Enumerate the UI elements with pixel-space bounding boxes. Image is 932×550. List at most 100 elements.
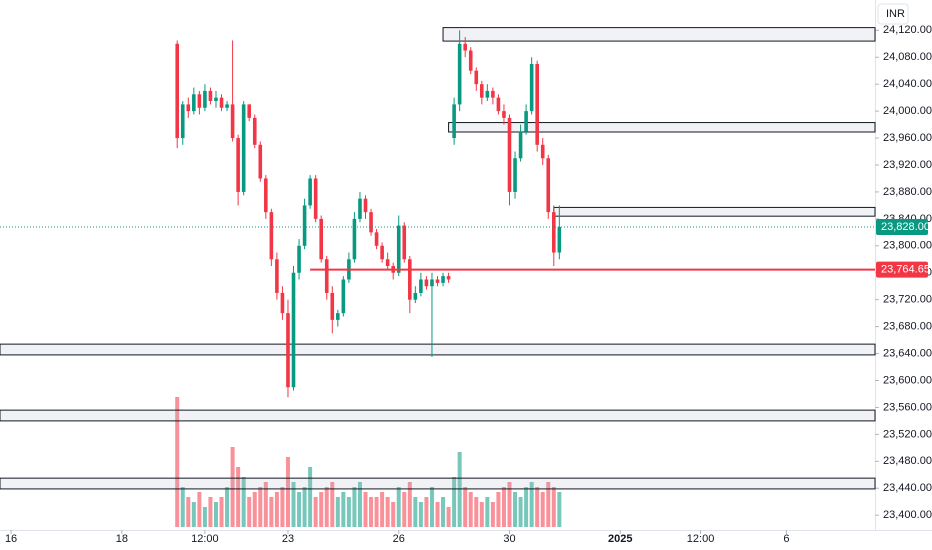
x-tick-label: 12:00 xyxy=(191,533,219,545)
candle-body xyxy=(219,97,224,108)
candle-body xyxy=(324,259,329,293)
volume-bar xyxy=(330,482,335,527)
candle-body xyxy=(319,218,324,260)
volume-bar xyxy=(335,497,340,527)
candle-body xyxy=(546,158,551,213)
volume-bar xyxy=(285,457,290,527)
candle-body xyxy=(402,225,407,260)
zone xyxy=(0,343,876,356)
volume-bar xyxy=(452,477,457,527)
candle-body xyxy=(507,117,512,192)
zone xyxy=(448,122,876,133)
volume-bar xyxy=(324,487,329,527)
volume-bar xyxy=(385,497,390,527)
y-tick-label: 23,440.00 xyxy=(883,482,932,494)
candle-body xyxy=(352,218,357,260)
volume-bar xyxy=(490,502,495,527)
candle-body xyxy=(491,90,495,98)
candle-body xyxy=(286,313,290,388)
volume-bar xyxy=(291,482,296,527)
volume-bar xyxy=(208,497,213,527)
volume-bar xyxy=(463,487,468,527)
candle-body xyxy=(419,279,423,293)
candle-body xyxy=(197,94,202,108)
candle-body xyxy=(225,104,229,108)
candle-body xyxy=(396,225,401,273)
volume-bar xyxy=(202,507,207,527)
volume-bar xyxy=(396,487,401,527)
candle-body xyxy=(341,279,346,314)
candle-body xyxy=(297,245,301,273)
candle-body xyxy=(241,104,246,192)
volume-bar xyxy=(496,492,501,527)
candle-body xyxy=(380,245,384,260)
volume-bar xyxy=(402,492,407,527)
volume-bar xyxy=(457,452,462,527)
y-tick-label: 24,000.00 xyxy=(883,105,932,117)
zone xyxy=(0,409,876,422)
candle-body xyxy=(480,84,484,98)
volume-bar xyxy=(180,487,185,527)
x-tick-label: 30 xyxy=(503,533,515,545)
volume-bar xyxy=(352,487,357,527)
y-tick-label: 23,520.00 xyxy=(883,428,932,440)
volume-bar xyxy=(247,497,252,527)
volume-bar xyxy=(219,497,224,527)
y-tick-label: 23,960.00 xyxy=(883,132,932,144)
y-tick-label: 23,680.00 xyxy=(883,321,932,333)
candle-body xyxy=(280,292,285,314)
volume-bar xyxy=(540,492,545,527)
volume-bar xyxy=(274,492,279,527)
zone xyxy=(553,206,876,217)
volume-bar xyxy=(479,502,484,527)
volume-bar xyxy=(518,497,523,527)
price-label: 23,764.65 xyxy=(881,264,930,276)
volume-bar xyxy=(341,492,346,527)
y-tick-label: 23,920.00 xyxy=(883,159,932,171)
candle-body xyxy=(291,272,296,388)
candle-body xyxy=(236,138,240,192)
volume-bar xyxy=(269,497,274,527)
candle-body xyxy=(308,178,312,206)
candle-body xyxy=(252,117,257,145)
y-tick-label: 24,120.00 xyxy=(883,24,932,36)
volume-bar xyxy=(313,497,318,527)
candle-body xyxy=(496,97,501,112)
volume-bar xyxy=(557,492,562,527)
volume-bar xyxy=(175,397,180,527)
candle-body xyxy=(430,279,434,287)
currency-badge[interactable] xyxy=(877,3,909,25)
volume-bar xyxy=(507,482,512,527)
volume-bar xyxy=(230,447,235,527)
y-tick-label: 24,080.00 xyxy=(883,51,932,63)
candle-body xyxy=(330,292,335,320)
candle-body xyxy=(186,104,191,112)
candle-body xyxy=(192,94,196,112)
volume-bar xyxy=(280,487,285,527)
price-label-bg xyxy=(876,218,928,235)
candle-body xyxy=(358,198,362,219)
y-tick-label: 23,600.00 xyxy=(883,374,932,386)
candle-body xyxy=(463,43,467,51)
volume-bar xyxy=(258,487,263,527)
candle-body xyxy=(203,90,207,108)
volume-bar xyxy=(252,492,257,527)
volume-bar xyxy=(418,502,423,527)
volume-bar xyxy=(524,487,529,527)
y-tick-label: 23,880.00 xyxy=(883,186,932,198)
volume-bar xyxy=(474,497,479,527)
x-tick-label: 12:00 xyxy=(687,533,715,545)
volume-bar xyxy=(374,497,379,527)
volume-bar xyxy=(535,487,540,527)
volume-bar xyxy=(363,492,368,527)
currency: INR xyxy=(886,8,905,20)
x-tick-label: 16 xyxy=(5,533,17,545)
x-tick-label: 6 xyxy=(783,533,789,545)
candle-body xyxy=(374,232,379,246)
y-tick-label: 23,400.00 xyxy=(883,509,932,521)
candle-body xyxy=(264,178,268,213)
candle-body xyxy=(363,198,368,213)
candle-body xyxy=(502,111,506,118)
